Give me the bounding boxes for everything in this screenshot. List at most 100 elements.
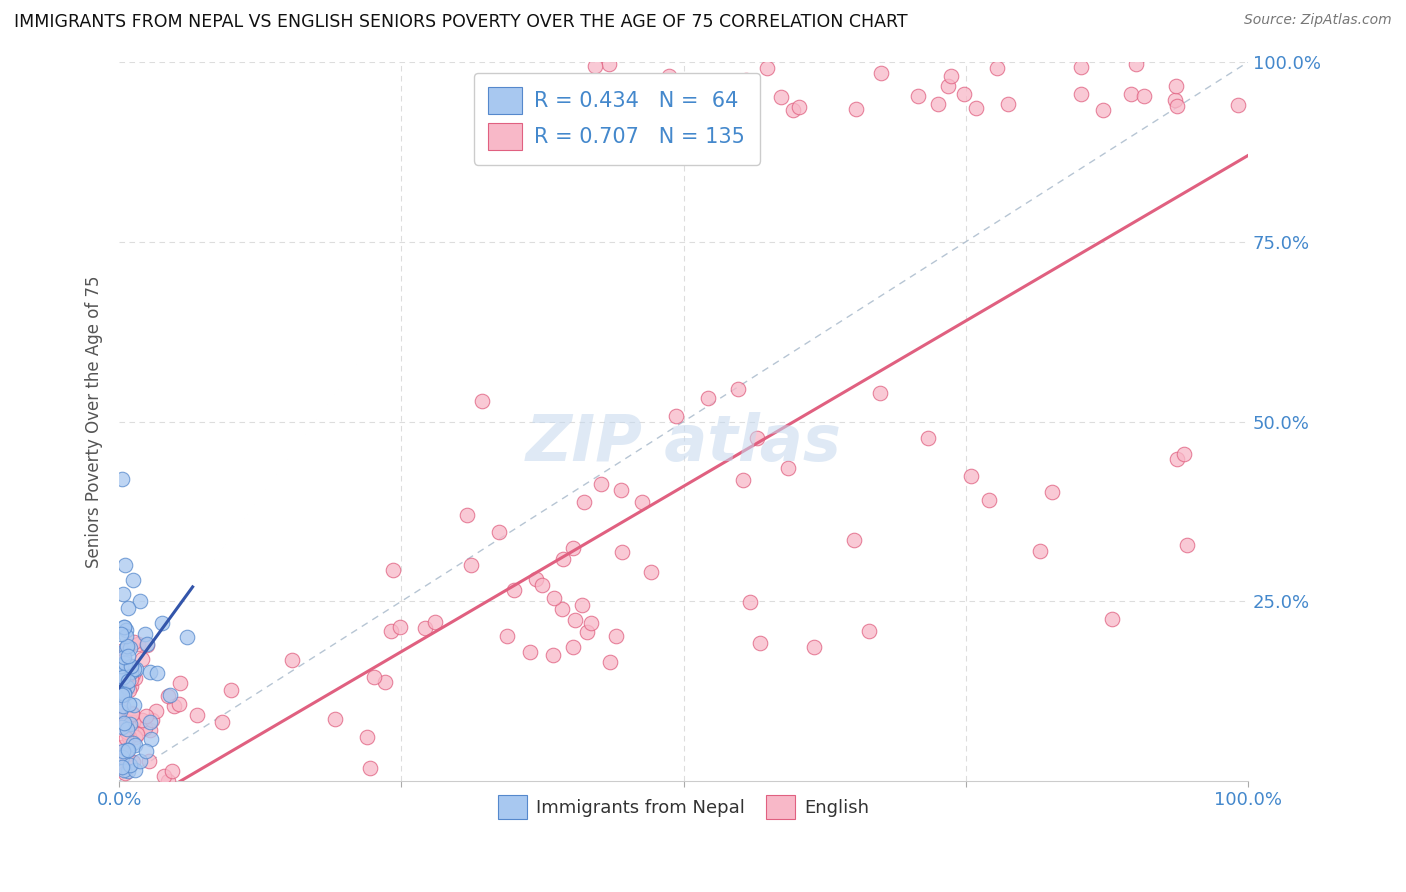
Point [118, 758, 141, 772]
Point [118, 682, 141, 697]
Point [869, 386, 891, 401]
Point [114, 657, 136, 671]
Point [1040, 485, 1063, 500]
Point [787, 100, 810, 114]
Point [598, 57, 620, 71]
Point [858, 624, 880, 638]
Point [953, 87, 976, 102]
Point [122, 714, 145, 729]
Point [1091, 103, 1114, 117]
Point [115, 723, 138, 737]
Point [120, 680, 142, 694]
Point [124, 662, 146, 676]
Point [541, 648, 564, 663]
Point [844, 533, 866, 548]
Point [553, 552, 575, 566]
Point [125, 727, 148, 741]
Point [562, 640, 585, 654]
Point [112, 686, 135, 700]
Point [121, 707, 143, 722]
Point [503, 583, 526, 598]
Point [1119, 87, 1142, 101]
Point [114, 641, 136, 656]
Point [782, 103, 804, 118]
Text: IMMIGRANTS FROM NEPAL VS ENGLISH SENIORS POVERTY OVER THE AGE OF 75 CORRELATION : IMMIGRANTS FROM NEPAL VS ENGLISH SENIORS… [14, 13, 908, 31]
Point [118, 730, 141, 744]
Point [1175, 538, 1198, 552]
Point [117, 649, 139, 664]
Point [110, 683, 132, 698]
Point [280, 653, 302, 667]
Point [936, 78, 959, 93]
Y-axis label: Seniors Poverty Over the Age of 75: Seniors Poverty Over the Age of 75 [86, 276, 103, 568]
Point [127, 637, 149, 651]
Point [1101, 612, 1123, 626]
Point [139, 732, 162, 747]
Point [117, 743, 139, 757]
Point [114, 731, 136, 745]
Point [697, 392, 720, 406]
Point [986, 61, 1008, 75]
Point [117, 667, 139, 681]
Point [163, 698, 186, 713]
Point [550, 601, 572, 615]
Point [115, 624, 138, 638]
Point [118, 697, 141, 711]
Point [381, 563, 404, 577]
Point [157, 773, 180, 788]
Point [122, 698, 145, 712]
Point [610, 483, 633, 497]
Point [120, 716, 142, 731]
Text: Source: ZipAtlas.com: Source: ZipAtlas.com [1244, 13, 1392, 28]
Point [749, 636, 772, 650]
Point [111, 669, 134, 683]
Point [117, 673, 139, 688]
Point [574, 495, 596, 509]
Point [583, 59, 606, 73]
Point [413, 621, 436, 635]
Point [605, 629, 627, 643]
Point [134, 721, 156, 735]
Point [997, 97, 1019, 112]
Point [128, 754, 150, 768]
Point [138, 754, 160, 768]
Point [110, 659, 132, 673]
Point [111, 587, 134, 601]
Point [114, 766, 136, 780]
Point [150, 615, 173, 630]
Point [112, 649, 135, 664]
Point [579, 615, 602, 630]
Point [115, 742, 138, 756]
Point [1029, 544, 1052, 558]
Point [114, 558, 136, 573]
Point [627, 85, 650, 99]
Point [723, 100, 745, 114]
Point [112, 687, 135, 701]
Point [176, 630, 198, 644]
Point [114, 747, 136, 762]
Point [112, 653, 135, 667]
Point [907, 89, 929, 103]
Point [131, 713, 153, 727]
Point [110, 627, 132, 641]
Point [575, 624, 598, 639]
Point [769, 90, 792, 104]
Point [121, 573, 143, 587]
Point [122, 667, 145, 681]
Point [599, 655, 621, 669]
Point [115, 630, 138, 644]
Point [543, 591, 565, 605]
Point [519, 645, 541, 659]
Text: ZIP atlas: ZIP atlas [526, 412, 842, 475]
Point [111, 744, 134, 758]
Point [1166, 452, 1188, 467]
Point [110, 668, 132, 682]
Point [658, 69, 681, 83]
Point [136, 637, 159, 651]
Point [122, 736, 145, 750]
Point [169, 675, 191, 690]
Point [110, 673, 132, 688]
Point [120, 659, 142, 673]
Point [1125, 56, 1147, 70]
Point [111, 720, 134, 734]
